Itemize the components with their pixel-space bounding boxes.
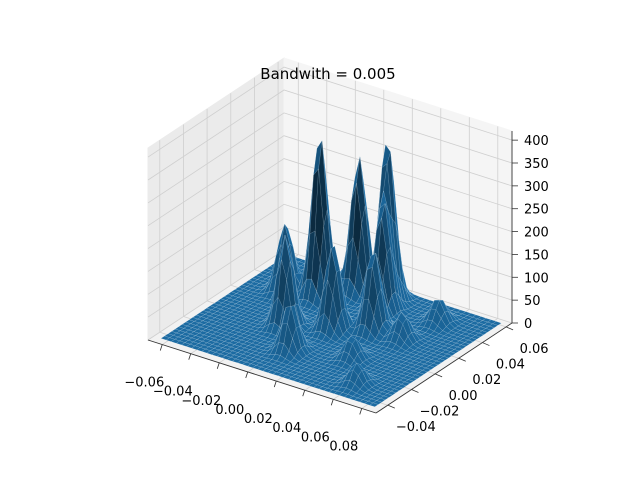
z-tick-label: 250 — [524, 203, 549, 218]
y-tick-label: 0.00 — [449, 389, 478, 404]
x-tick-label: 0.00 — [215, 403, 244, 418]
x-tick-label: 0.08 — [329, 439, 358, 454]
z-grid-line — [147, 158, 513, 249]
y-tick-mark — [387, 404, 395, 409]
z-grid-line — [147, 89, 513, 181]
surface-facet — [414, 372, 425, 377]
z-grid-line — [147, 66, 513, 158]
chart-title: Bandwith = 0.005 — [260, 65, 395, 83]
x-tick-label: −0.06 — [124, 376, 164, 391]
x-tick-mark — [216, 362, 220, 369]
y-tick-mark — [434, 373, 443, 378]
x-axis-line — [147, 339, 377, 414]
axes — [147, 131, 518, 415]
y-tick-label: 0.04 — [496, 358, 525, 373]
surface-facet — [379, 395, 390, 401]
y-tick-label: 0.06 — [520, 342, 549, 357]
z-grid-line — [147, 203, 513, 295]
surface-facet — [467, 337, 478, 342]
z-grid-line — [147, 135, 513, 227]
surface-plot — [160, 139, 502, 408]
x-tick-label: 0.04 — [272, 421, 301, 436]
x-tick-mark — [359, 408, 363, 415]
tick-labels: −0.06−0.04−0.020.000.020.040.060.08−0.04… — [124, 134, 548, 454]
surface-facet — [443, 353, 453, 359]
x-tick-label: −0.04 — [153, 385, 193, 400]
z-tick-label: 0 — [524, 317, 532, 332]
z-tick-label: 100 — [524, 271, 549, 286]
z-grid-line — [147, 112, 513, 204]
y-tick-label: −0.02 — [420, 405, 460, 420]
surface-facet — [369, 402, 379, 408]
x-tick-mark — [273, 380, 277, 388]
x-tick-label: 0.06 — [301, 430, 330, 445]
z-tick-label: 150 — [524, 248, 549, 263]
x-tick-mark — [159, 344, 163, 351]
z-tick-label: 350 — [524, 157, 549, 172]
x-tick-label: 0.02 — [244, 412, 273, 427]
x-tick-label: −0.02 — [181, 394, 221, 409]
z-tick-label: 400 — [524, 134, 549, 149]
surface-facet — [457, 344, 467, 349]
z-tick-label: 200 — [524, 226, 549, 241]
y-axis-line — [375, 322, 513, 414]
y-tick-label: −0.04 — [396, 420, 436, 435]
x-tick-mark — [188, 353, 192, 360]
y-tick-mark — [458, 357, 466, 362]
y-tick-mark — [505, 326, 514, 331]
surface-facet — [386, 390, 397, 396]
z-grid-line — [147, 180, 513, 272]
y-tick-mark — [482, 342, 490, 346]
z-tick-label: 50 — [524, 294, 541, 309]
x-tick-mark — [245, 371, 249, 379]
y-tick-mark — [411, 389, 419, 393]
surface-facet — [376, 397, 386, 403]
x-tick-mark — [330, 399, 334, 406]
y-tick-label: 0.02 — [472, 373, 501, 388]
z-tick-label: 300 — [524, 180, 549, 195]
x-tick-mark — [302, 390, 306, 397]
